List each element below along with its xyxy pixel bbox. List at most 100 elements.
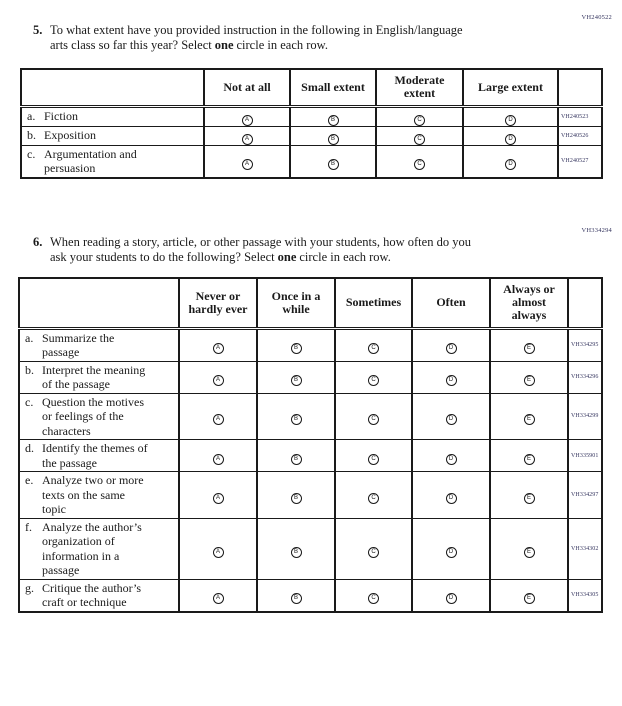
column-header-small-extent: Small extent bbox=[289, 68, 377, 108]
table-row: a. Summarize the passage A B C D E VH3342… bbox=[18, 327, 603, 362]
answer-cell: C bbox=[375, 125, 464, 146]
row-letter: b. bbox=[27, 128, 36, 143]
answer-circle[interactable]: B bbox=[327, 133, 339, 144]
answer-cell: E bbox=[489, 327, 569, 362]
row-label-cell: a. Summarize the passage bbox=[18, 327, 180, 362]
answer-cell: B bbox=[289, 105, 377, 127]
answer-cell: A bbox=[178, 439, 258, 472]
answer-circle[interactable]: C bbox=[368, 453, 379, 465]
question-6: 6. When reading a story, article, or oth… bbox=[33, 235, 573, 265]
question-6-line2: ask your students to do the following? S… bbox=[50, 250, 471, 265]
answer-cell: B bbox=[256, 360, 336, 394]
answer-circle[interactable]: A bbox=[241, 159, 253, 171]
answer-circle[interactable]: E bbox=[523, 375, 535, 386]
column-header-often: Often bbox=[411, 277, 491, 330]
answer-circle[interactable]: B bbox=[290, 453, 302, 465]
answer-circle[interactable]: E bbox=[523, 492, 535, 504]
row-label-cell: d. Identify the themes of the passage bbox=[18, 439, 180, 472]
answer-cell: A bbox=[178, 360, 258, 394]
row-label: Identify the themes of the passage bbox=[42, 441, 148, 470]
answer-cell: E bbox=[489, 517, 569, 580]
column-header-never: Never or hardly ever bbox=[178, 277, 258, 330]
question-5-text: To what extent have you provided instruc… bbox=[50, 23, 463, 53]
answer-circle[interactable]: C bbox=[368, 414, 379, 426]
answer-circle[interactable]: C bbox=[414, 159, 425, 171]
answer-circle[interactable]: A bbox=[212, 593, 224, 604]
answer-cell: E bbox=[489, 392, 569, 440]
answer-cell: E bbox=[489, 578, 569, 612]
question-5-line1: To what extent have you provided instruc… bbox=[50, 23, 463, 37]
answer-circle[interactable]: D bbox=[445, 414, 457, 426]
answer-circle[interactable]: D bbox=[445, 453, 457, 465]
answer-circle[interactable]: B bbox=[290, 546, 302, 558]
answer-circle[interactable]: A bbox=[241, 133, 253, 144]
answer-circle[interactable]: A bbox=[212, 375, 224, 386]
answer-cell: B bbox=[256, 471, 336, 519]
answer-cell: B bbox=[256, 439, 336, 472]
answer-circle[interactable]: B bbox=[290, 414, 302, 426]
answer-circle[interactable]: A bbox=[212, 492, 224, 504]
answer-circle[interactable]: D bbox=[505, 133, 516, 144]
answer-circle[interactable]: A bbox=[212, 453, 224, 465]
answer-circle[interactable]: E bbox=[523, 593, 535, 604]
answer-cell: B bbox=[289, 125, 377, 146]
answer-circle[interactable]: B bbox=[290, 375, 302, 386]
answer-circle[interactable]: D bbox=[445, 375, 457, 386]
answer-circle[interactable]: B bbox=[327, 114, 339, 125]
column-header-large-extent: Large extent bbox=[462, 68, 559, 108]
row-code: VH334295 bbox=[567, 327, 603, 362]
answer-circle[interactable]: B bbox=[327, 159, 339, 171]
answer-circle[interactable]: B bbox=[290, 492, 302, 504]
answer-circle[interactable]: E bbox=[523, 453, 535, 465]
row-code: VH335901 bbox=[567, 439, 603, 472]
answer-circle[interactable]: C bbox=[368, 375, 379, 386]
answer-cell: A bbox=[203, 125, 291, 146]
answer-circle[interactable]: A bbox=[212, 343, 224, 354]
answer-circle[interactable]: D bbox=[445, 593, 457, 604]
answer-circle[interactable]: A bbox=[241, 114, 253, 125]
answer-cell: B bbox=[256, 392, 336, 440]
answer-circle[interactable]: D bbox=[445, 492, 457, 504]
answer-circle[interactable]: D bbox=[505, 159, 516, 171]
answer-circle[interactable]: C bbox=[368, 593, 379, 604]
answer-circle[interactable]: E bbox=[523, 343, 535, 354]
answer-circle[interactable]: A bbox=[212, 546, 224, 558]
row-letter: c. bbox=[25, 394, 34, 409]
answer-circle[interactable]: C bbox=[368, 492, 379, 504]
row-label-cell: f. Analyze the author’s organization of i… bbox=[18, 517, 180, 580]
answer-circle[interactable]: C bbox=[368, 343, 379, 354]
answer-cell: D bbox=[411, 327, 491, 362]
answer-circle[interactable]: D bbox=[445, 343, 457, 354]
table-row: c. Argumentation and persuasion A B C D V… bbox=[20, 144, 603, 179]
code-column-header bbox=[557, 68, 603, 108]
row-letter: e. bbox=[25, 473, 34, 487]
answer-circle[interactable]: E bbox=[523, 546, 535, 558]
question-6-number: 6. bbox=[33, 235, 43, 249]
answer-circle[interactable]: A bbox=[212, 414, 224, 426]
answer-cell: C bbox=[334, 360, 413, 394]
row-label-cell: c. Question the motives or feelings of th… bbox=[18, 392, 180, 440]
answer-circle[interactable]: E bbox=[523, 414, 535, 426]
table-row: b. Interpret the meaning of the passage A… bbox=[18, 360, 603, 394]
corner-cell bbox=[18, 277, 180, 330]
answer-circle[interactable]: B bbox=[290, 343, 302, 354]
row-code: VH334297 bbox=[567, 471, 603, 519]
row-label: Analyze the author’s organization of inf… bbox=[42, 519, 142, 578]
answer-cell: D bbox=[411, 439, 491, 472]
answer-cell: A bbox=[178, 471, 258, 519]
answer-circle[interactable]: C bbox=[414, 133, 425, 144]
answer-cell: E bbox=[489, 439, 569, 472]
question-5-line2: arts class so far this year? Select one ci… bbox=[50, 38, 463, 53]
answer-circle[interactable]: D bbox=[505, 114, 516, 125]
answer-cell: D bbox=[462, 105, 559, 127]
answer-circle[interactable]: B bbox=[290, 593, 302, 604]
answer-circle[interactable]: C bbox=[368, 546, 379, 558]
answer-circle[interactable]: C bbox=[414, 114, 425, 125]
header-row: Not at all Small extent Moderate extent … bbox=[20, 68, 603, 108]
answer-circle[interactable]: D bbox=[445, 546, 457, 558]
question-6-line2-bold: one bbox=[277, 250, 297, 264]
answer-cell: E bbox=[489, 471, 569, 519]
table-row: c. Question the motives or feelings of th… bbox=[18, 392, 603, 440]
answer-cell: A bbox=[178, 392, 258, 440]
